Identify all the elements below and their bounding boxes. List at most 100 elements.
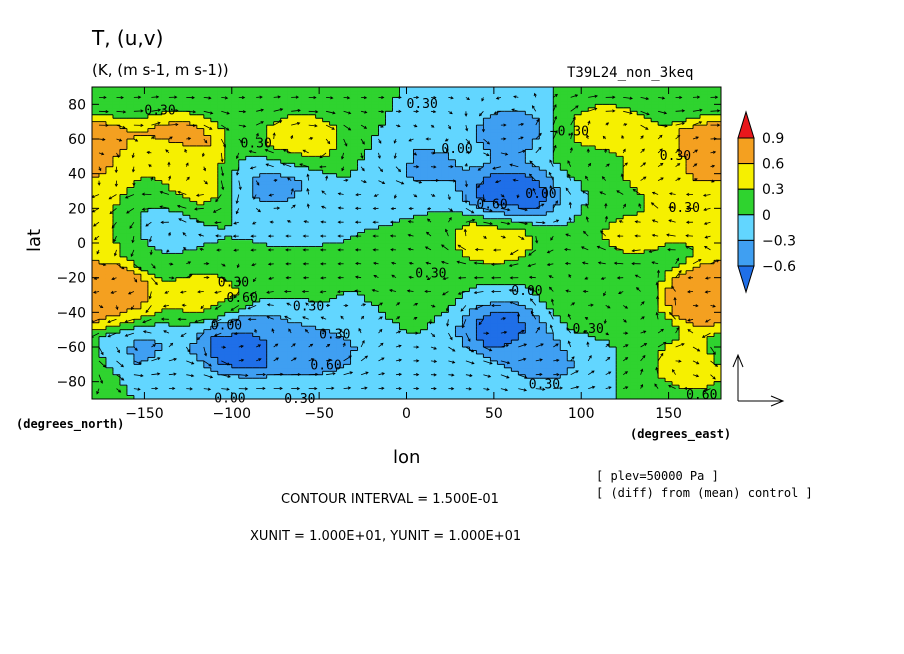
field-cell: [98, 343, 107, 348]
field-cell: [518, 263, 526, 268]
field-cell: [651, 288, 659, 293]
field-cell: [105, 353, 114, 358]
field-cell: [574, 301, 582, 306]
field-cell: [686, 336, 694, 341]
field-cell: [280, 333, 289, 338]
field-cell: [518, 301, 526, 306]
field-cell: [546, 385, 554, 390]
field-cell: [322, 236, 331, 241]
field-cell: [595, 215, 603, 220]
field-cell: [518, 322, 526, 327]
field-cell: [308, 347, 317, 352]
field-cell: [616, 322, 624, 327]
field-cell: [623, 260, 631, 265]
field-cell: [210, 385, 219, 390]
field-cell: [196, 364, 205, 369]
field-cell: [490, 256, 498, 261]
field-cell: [483, 308, 491, 313]
field-cell: [441, 360, 450, 365]
field-cell: [92, 350, 100, 355]
field-cell: [168, 340, 177, 345]
field-cell: [413, 246, 422, 251]
field-cell: [504, 267, 512, 272]
field-cell: [672, 288, 680, 293]
field-cell: [504, 301, 512, 306]
field-cell: [420, 336, 429, 341]
field-cell: [105, 381, 114, 386]
field-cell: [553, 305, 561, 310]
field-cell: [637, 208, 645, 213]
field-cell: [308, 225, 317, 230]
field-cell: [126, 357, 135, 362]
field-cell: [588, 284, 596, 289]
field-cell: [112, 204, 121, 209]
field-cell: [448, 284, 457, 289]
field-cell: [217, 211, 226, 216]
field-cell: [462, 298, 470, 303]
field-cell: [133, 333, 142, 338]
field-cell: [140, 312, 149, 317]
field-cell: [294, 329, 303, 334]
field-cell: [147, 353, 156, 358]
field-cell: [175, 343, 184, 348]
field-cell: [315, 215, 324, 220]
field-cell: [609, 326, 617, 331]
field-cell: [476, 357, 484, 362]
field-cell: [420, 371, 429, 376]
field-cell: [658, 270, 666, 275]
field-cell: [203, 329, 212, 334]
field-cell: [532, 301, 540, 306]
field-cell: [560, 322, 568, 327]
field-cell: [553, 350, 561, 355]
field-cell: [378, 301, 387, 306]
field-cell: [672, 236, 680, 241]
field-cell: [252, 267, 261, 272]
field-cell: [112, 322, 121, 327]
field-cell: [252, 232, 261, 237]
field-cell: [406, 374, 415, 379]
field-cell: [609, 322, 617, 327]
field-cell: [252, 208, 261, 213]
field-cell: [700, 392, 708, 397]
field-cell: [602, 263, 610, 268]
field-cell: [98, 315, 107, 320]
field-cell: [623, 215, 631, 220]
field-cell: [154, 315, 163, 320]
field-cell: [399, 295, 408, 300]
field-cell: [224, 256, 233, 261]
field-cell: [609, 249, 617, 254]
field-cell: [119, 284, 128, 289]
field-cell: [175, 326, 184, 331]
field-cell: [700, 395, 708, 399]
field-cell: [119, 243, 128, 248]
field-cell: [427, 326, 436, 331]
field-cell: [196, 388, 205, 393]
field-cell: [112, 353, 121, 358]
field-cell: [595, 357, 603, 362]
field-cell: [518, 270, 526, 275]
field-cell: [427, 357, 436, 362]
field-cell: [294, 347, 303, 352]
field-cell: [448, 378, 457, 383]
field-cell: [574, 211, 582, 216]
field-cell: [420, 208, 429, 213]
field-cell: [357, 367, 366, 372]
field-cell: [105, 347, 114, 352]
field-cell: [112, 340, 121, 345]
field-cell: [245, 236, 254, 241]
field-cell: [336, 315, 345, 320]
field-cell: [357, 222, 366, 227]
field-cell: [518, 395, 526, 399]
field-cell: [455, 350, 464, 355]
field-cell: [210, 336, 219, 341]
field-cell: [315, 274, 324, 279]
field-cell: [553, 374, 561, 379]
field-cell: [364, 263, 373, 268]
field-cell: [595, 256, 603, 261]
field-cell: [630, 274, 638, 279]
field-cell: [294, 215, 303, 220]
field-cell: [294, 277, 303, 282]
field-cell: [567, 215, 575, 220]
field-cell: [560, 208, 568, 213]
field-cell: [420, 301, 429, 306]
